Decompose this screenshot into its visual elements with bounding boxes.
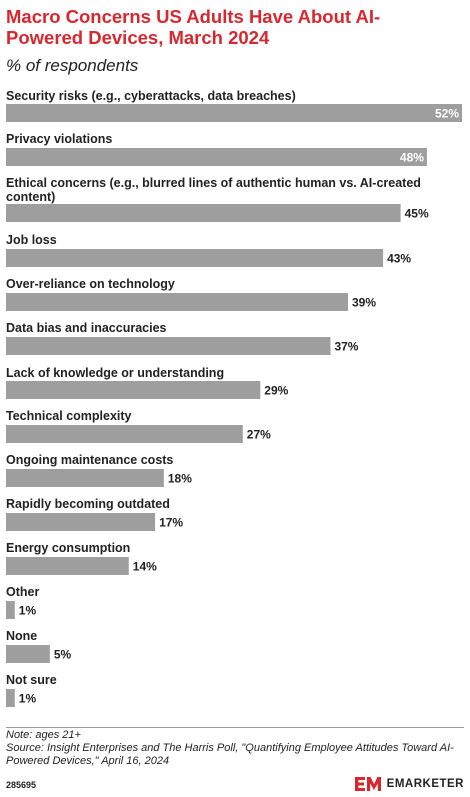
value-label: 52%: [435, 107, 459, 121]
value-label: 14%: [133, 560, 157, 574]
value-label: 39%: [352, 296, 376, 310]
bar: [6, 469, 164, 487]
emarketer-logo: EMARKETER: [354, 775, 464, 793]
bar: [6, 148, 427, 166]
category-label: Security risks (e.g., cyberattacks, data…: [6, 89, 296, 103]
category-label: Rapidly becoming outdated: [6, 497, 170, 511]
category-label: Not sure: [6, 673, 57, 687]
value-label: 1%: [19, 604, 37, 618]
bar: [6, 513, 156, 531]
bar: [6, 557, 129, 575]
bar: [6, 337, 331, 355]
category-label: Lack of knowledge or understanding: [6, 366, 224, 380]
em-logo-icon: [354, 777, 381, 791]
brand-name: EMARKETER: [386, 778, 464, 790]
bar: [6, 425, 243, 443]
category-label: Ongoing maintenance costs: [6, 453, 173, 467]
bar: [6, 293, 348, 311]
bar: [6, 104, 462, 122]
bar-chart: Security risks (e.g., cyberattacks, data…: [6, 89, 462, 707]
value-label: 1%: [19, 692, 37, 706]
category-label: Data bias and inaccuracies: [6, 321, 167, 335]
note-text: Note: ages 21+: [6, 729, 81, 741]
bar: [6, 204, 401, 222]
category-label: Over-reliance on technology: [6, 277, 175, 291]
value-label: 29%: [264, 384, 288, 398]
category-label: Job loss: [6, 233, 57, 247]
value-label: 48%: [400, 151, 424, 165]
category-label: Privacy violations: [6, 132, 112, 146]
source-text: Source: Insight Enterprises and The Harr…: [6, 742, 454, 767]
value-label: 18%: [168, 472, 192, 486]
value-label: 5%: [54, 648, 72, 662]
footer-divider: [6, 727, 464, 728]
category-label: Energy consumption: [6, 541, 130, 555]
category-label: Other: [6, 585, 39, 599]
bar: [6, 601, 15, 619]
category-label: None: [6, 629, 37, 643]
chart-title: Macro Concerns US Adults Have About AI-P…: [6, 6, 381, 48]
value-label: 27%: [247, 428, 271, 442]
value-label: 37%: [334, 340, 358, 354]
category-label: Ethical concerns (e.g., blurred lines of…: [6, 176, 421, 204]
bar: [6, 645, 50, 663]
bar: [6, 249, 384, 267]
bar: [6, 689, 15, 707]
chart-id: 285695: [6, 780, 37, 790]
value-label: 45%: [405, 207, 429, 221]
chart-footnote: Note: ages 21+ Source: Insight Enterpris…: [6, 729, 464, 768]
category-label: Technical complexity: [6, 409, 132, 423]
bar: [6, 381, 261, 399]
chart-subtitle: % of respondents: [6, 56, 139, 75]
value-label: 43%: [387, 252, 411, 266]
value-label: 17%: [159, 516, 183, 530]
